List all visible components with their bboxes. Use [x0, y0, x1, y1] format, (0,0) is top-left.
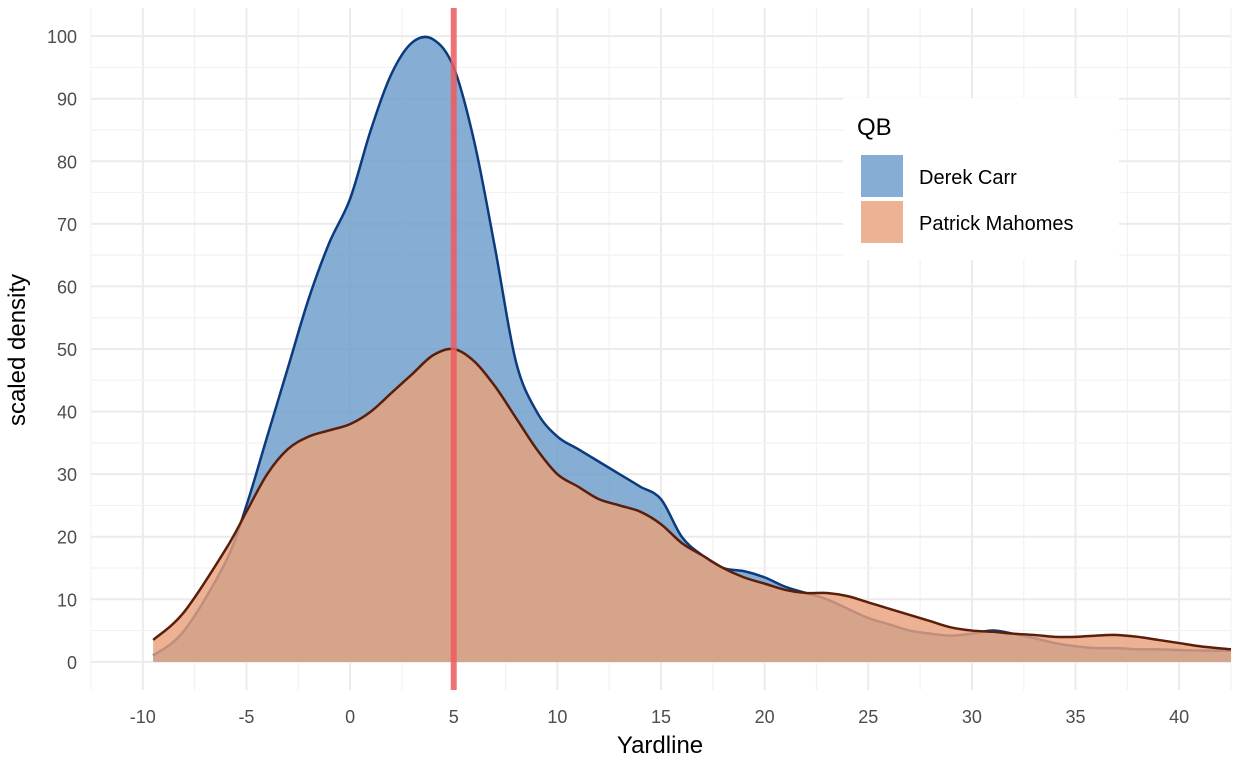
- x-tick-label: 35: [1066, 707, 1086, 727]
- y-tick-label: 0: [67, 653, 77, 673]
- y-tick-label: 50: [57, 340, 77, 360]
- x-tick-label: -10: [130, 707, 156, 727]
- legend-label-derek-carr: Derek Carr: [919, 167, 1017, 189]
- y-tick-label: 30: [57, 465, 77, 485]
- legend-label-patrick-mahomes: Patrick Mahomes: [919, 213, 1074, 235]
- legend-title: QB: [857, 114, 892, 141]
- y-tick-label: 60: [57, 277, 77, 297]
- x-tick-label: 40: [1169, 707, 1189, 727]
- legend-key-derek-carr: [861, 155, 903, 197]
- x-tick-label: 20: [755, 707, 775, 727]
- y-tick-label: 70: [57, 215, 77, 235]
- x-tick-label: 25: [858, 707, 878, 727]
- y-tick-label: 100: [47, 27, 77, 47]
- y-tick-label: 90: [57, 90, 77, 110]
- y-tick-label: 20: [57, 528, 77, 548]
- y-tick-label: 10: [57, 590, 77, 610]
- x-axis-label: Yardline: [617, 732, 703, 759]
- density-line-patrick-mahomes: [152, 347, 1232, 651]
- density-area-patrick-mahomes: [153, 348, 1231, 662]
- y-tick-label: 40: [57, 403, 77, 423]
- legend: QB Derek Carr Patrick Mahomes: [843, 98, 1119, 260]
- x-tick-label: 5: [449, 707, 459, 727]
- y-axis-label: scaled density: [4, 274, 31, 426]
- x-tick-label: 0: [345, 707, 355, 727]
- y-tick-label: 80: [57, 152, 77, 172]
- density-series: [152, 35, 1232, 662]
- axis-ticks: -10 -5 0 5 10 15 20 25 30 35 40 0 10 20 30 40 50 60 70 80 90…: [47, 27, 1189, 727]
- x-tick-label: -5: [238, 707, 254, 727]
- legend-key-patrick-mahomes: [861, 201, 903, 243]
- x-tick-label: 30: [962, 707, 982, 727]
- x-tick-label: 10: [547, 707, 567, 727]
- x-tick-label: 15: [651, 707, 671, 727]
